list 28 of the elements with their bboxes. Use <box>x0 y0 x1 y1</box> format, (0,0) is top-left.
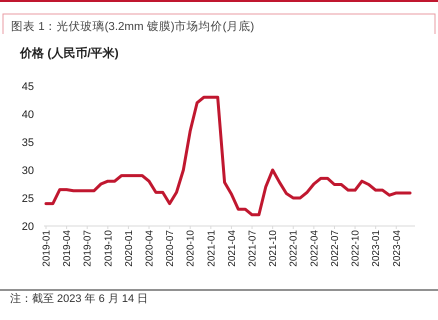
x-tick-label: 2022-01 <box>288 230 300 267</box>
y-tick-label: 45 <box>22 81 34 93</box>
x-tick-label: 2023-01 <box>371 230 382 267</box>
x-tick-label: 2022-07 <box>330 230 341 267</box>
x-tick-label: 2021-04 <box>226 230 238 267</box>
x-tick-label: 2019-07 <box>82 230 94 267</box>
text: 注：截至 2023 年 6 月 14 日 <box>10 292 148 305</box>
x-tick-label: 2020-07 <box>165 230 176 267</box>
x-tick-label: 2022-10 <box>350 230 362 267</box>
x-tick-label: 2023-04 <box>392 230 403 267</box>
x-tick-label: 2019-01 <box>42 230 52 267</box>
x-tick-label: 2019-04 <box>62 230 74 267</box>
x-tick-label: 2022-04 <box>309 230 320 267</box>
line-series <box>44 96 412 216</box>
x-tick-label: 2020-04 <box>144 230 156 267</box>
y-tick-label: 30 <box>22 165 34 177</box>
x-tick-label: 2020-10 <box>186 230 197 267</box>
x-tick-label: 2021-01 <box>206 230 218 267</box>
y-axis-title: 价格 (人民币/平米) <box>19 46 119 60</box>
x-tick-label: 2020-01 <box>124 230 135 267</box>
y-tick-label: 25 <box>22 193 34 205</box>
y-tick-label: 35 <box>22 137 34 149</box>
y-tick-label: 20 <box>22 221 34 233</box>
x-tick-label: 2021-10 <box>268 230 280 267</box>
x-tick-label: 2019-10 <box>103 230 114 267</box>
chart-title: 图表 1：光伏玻璃(3.2mm 镀膜)市场均价(月底) <box>11 19 254 33</box>
y-tick-label: 40 <box>22 109 34 121</box>
x-tick-label: 2021-07 <box>248 230 259 267</box>
